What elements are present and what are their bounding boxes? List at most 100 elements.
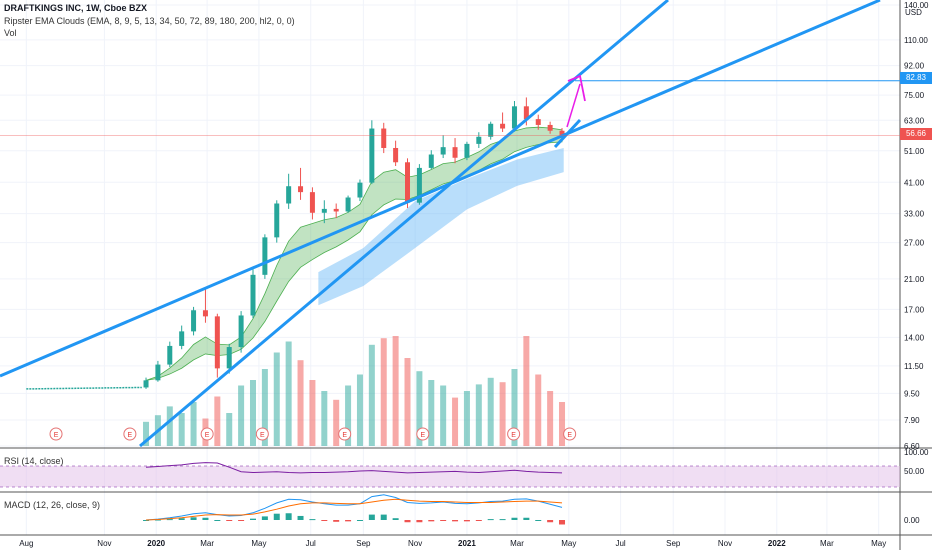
projection-arrowhead xyxy=(567,74,586,102)
macd-histogram-bar xyxy=(356,520,363,521)
rsi-label[interactable]: RSI (14, close) xyxy=(4,456,64,466)
volume-bar xyxy=(487,377,494,446)
volume-bar xyxy=(321,391,328,446)
earnings-circle xyxy=(338,427,352,441)
macd-histogram-bar xyxy=(309,519,316,521)
macd-histogram-bar xyxy=(523,517,530,520)
price-tick-label: 21.00 xyxy=(904,275,925,284)
macd-histogram-bar xyxy=(392,518,399,520)
volume-label[interactable]: Vol xyxy=(4,28,17,38)
macd-histogram-bar xyxy=(511,517,518,520)
candle-body xyxy=(143,380,149,388)
volume-bar xyxy=(428,380,435,446)
time-tick-label: Mar xyxy=(820,539,834,548)
volume-bar xyxy=(249,380,256,446)
candle-body xyxy=(511,106,517,129)
time-tick-label: Mar xyxy=(510,539,524,548)
candle-body xyxy=(381,128,387,148)
macd-histogram-bar xyxy=(499,519,506,521)
earnings-marker: E xyxy=(563,427,577,441)
candle-body xyxy=(535,119,541,125)
volume-bar xyxy=(511,369,518,446)
price-tick-label: 7.90 xyxy=(904,416,920,425)
time-tick-label: Aug xyxy=(19,539,33,548)
macd-histogram-bar xyxy=(559,520,566,525)
candle-body xyxy=(416,167,422,203)
volume-bar xyxy=(452,397,459,446)
earnings-letter: E xyxy=(128,432,133,439)
candle-body xyxy=(214,316,220,369)
price-tick-label: 92.00 xyxy=(904,62,925,71)
volume-bar xyxy=(440,385,447,446)
time-tick-label: 2021 xyxy=(458,539,476,548)
price-tick-label: 9.50 xyxy=(904,389,920,398)
macd-label[interactable]: MACD (12, 26, close, 9) xyxy=(4,500,101,510)
rsi-tick-label: 100.00 xyxy=(904,448,929,457)
time-tick-label: 2022 xyxy=(768,539,786,548)
volume-bar xyxy=(463,391,470,446)
candle-body xyxy=(345,197,351,212)
time-tick-label: Sep xyxy=(666,539,681,548)
volume-bar xyxy=(226,413,233,446)
candle-body xyxy=(523,106,529,120)
indicator-label[interactable]: Ripster EMA Clouds (EMA, 8, 9, 5, 13, 34… xyxy=(4,16,295,26)
macd-histogram-bar xyxy=(380,514,387,520)
candle-body xyxy=(321,208,327,213)
candle-body xyxy=(298,186,304,193)
time-tick-label: Nov xyxy=(97,539,111,548)
candle-body xyxy=(488,123,494,137)
volume-bar xyxy=(297,360,304,446)
earnings-marker: E xyxy=(507,427,521,441)
macd-histogram-bar xyxy=(214,520,221,521)
macd-histogram-bar xyxy=(321,520,328,521)
volume-bar xyxy=(404,358,411,446)
earnings-letter: E xyxy=(260,432,265,439)
volume-bar xyxy=(345,385,352,446)
symbol-title[interactable]: DRAFTKINGS INC, 1W, Cboe BZX xyxy=(4,3,148,13)
long-ema-cloud xyxy=(318,147,564,306)
earnings-letter: E xyxy=(420,432,425,439)
macd-histogram-bar xyxy=(178,518,185,520)
candle-body xyxy=(202,310,208,317)
candle-body xyxy=(428,154,434,168)
candle-body xyxy=(155,364,161,381)
time-tick-label: 2020 xyxy=(147,539,165,548)
time-tick-label: Sep xyxy=(356,539,371,548)
volume-bar xyxy=(143,421,150,446)
macd-histogram-bar xyxy=(428,520,435,522)
macd-histogram-bar xyxy=(261,516,268,520)
trendline-upper xyxy=(0,0,881,378)
volume-bar xyxy=(333,399,340,446)
price-tick-label: 110.00 xyxy=(904,36,928,45)
candle-body xyxy=(476,136,482,144)
earnings-marker: E xyxy=(49,427,63,441)
candle-body xyxy=(191,310,197,332)
macd-histogram-bar xyxy=(487,519,494,521)
price-tick-label: 11.50 xyxy=(904,362,924,371)
volume-bar xyxy=(309,380,316,446)
candle-body xyxy=(333,208,339,212)
volume-bar xyxy=(559,402,566,446)
candle-body xyxy=(226,347,232,369)
volume-bar xyxy=(190,402,197,446)
candle-body xyxy=(238,315,244,348)
candle-body xyxy=(274,203,280,238)
candle-body xyxy=(286,186,292,204)
price-tick-label: 6.60 xyxy=(904,442,920,451)
price-tick-label: 51.00 xyxy=(904,147,925,156)
volume-bar xyxy=(285,341,292,446)
earnings-letter: E xyxy=(511,432,516,439)
volume-bar xyxy=(261,369,268,446)
macd-signal-line xyxy=(146,498,563,521)
macd-histogram-bar xyxy=(297,515,304,520)
price-tick-label: 27.00 xyxy=(904,239,925,248)
time-tick-label: May xyxy=(251,539,266,548)
candle-body xyxy=(250,274,256,316)
volume-bar xyxy=(475,384,482,446)
macd-histogram-bar xyxy=(416,520,423,523)
earnings-circle xyxy=(123,427,137,441)
price-tick-label: 140.00 xyxy=(904,1,929,10)
candle-body xyxy=(440,147,446,155)
volume-bar xyxy=(535,374,542,446)
